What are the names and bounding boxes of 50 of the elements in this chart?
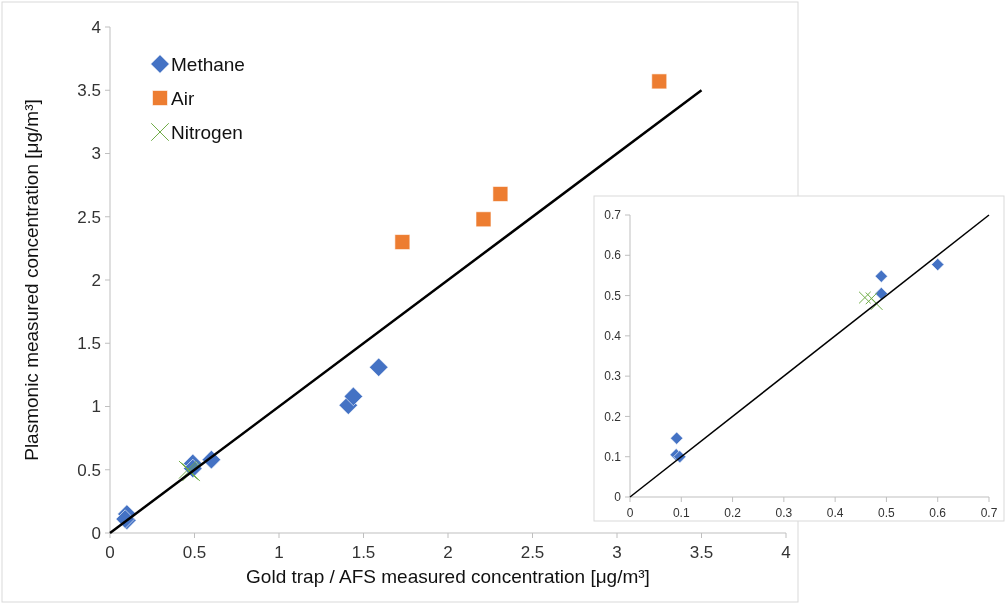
x-tick-label: 3.5 [689,543,714,562]
y-tick-label: 1.5 [77,334,101,354]
x-tick-label: 0.7 [980,506,998,520]
point [492,186,509,202]
point [394,234,411,250]
legend-label: Nitrogen [171,121,243,143]
y-tick-label: 0 [614,490,622,505]
point [670,431,684,445]
y-tick-label: 1 [91,397,101,417]
point [865,292,878,305]
y-tick-label: 2.5 [77,207,101,227]
y-tick-label: 0.5 [77,460,101,480]
x-tick-label: 0.5 [182,543,207,562]
point [858,291,872,304]
y-tick-label: 0.5 [604,288,622,303]
x-tick-label: 2.5 [520,543,545,562]
x-tick-label: 0.5 [878,506,896,520]
point [874,269,888,283]
y-tick-label: 4 [91,17,101,37]
x-tick-label: 0.2 [724,506,742,520]
y-tick-label: 0.6 [604,248,622,263]
y-tick-label: 2 [91,270,101,290]
legend-label: Air [171,87,195,109]
x-tick-label: 1.5 [351,543,376,562]
x-axis-title: Gold trap / AFS measured concentration [μg/m³] [246,566,650,587]
y-axis-title: Plasmonic measured concentration [μg/m³] [21,99,42,461]
y-tick-label: 0 [91,523,101,543]
point [874,287,888,301]
x-tick-label: 0.6 [929,506,947,520]
x-tick-label: 0.3 [775,506,793,520]
y-tick-label: 0.2 [604,409,622,424]
point [651,73,668,90]
y-tick-label: 0.1 [604,449,622,464]
point [369,357,389,377]
x-tick-label: 0 [626,506,634,520]
x-tick-label: 1 [274,543,284,562]
x-tick-label: 0.1 [672,506,690,520]
point [343,386,363,406]
point [475,211,492,228]
legend-label: Methane [171,53,245,75]
y-tick-label: 0.3 [604,369,622,384]
x-tick-label: 0.4 [826,506,844,520]
x-tick-label: 0 [105,543,115,562]
point [931,258,945,272]
y-tick-label: 0.4 [604,329,622,344]
x-tick-label: 4 [781,543,791,562]
y-tick-label: 3 [91,144,101,164]
x-tick-label: 2 [443,543,453,562]
y-tick-label: 0.7 [604,208,622,223]
y-tick-label: 3.5 [77,81,101,101]
